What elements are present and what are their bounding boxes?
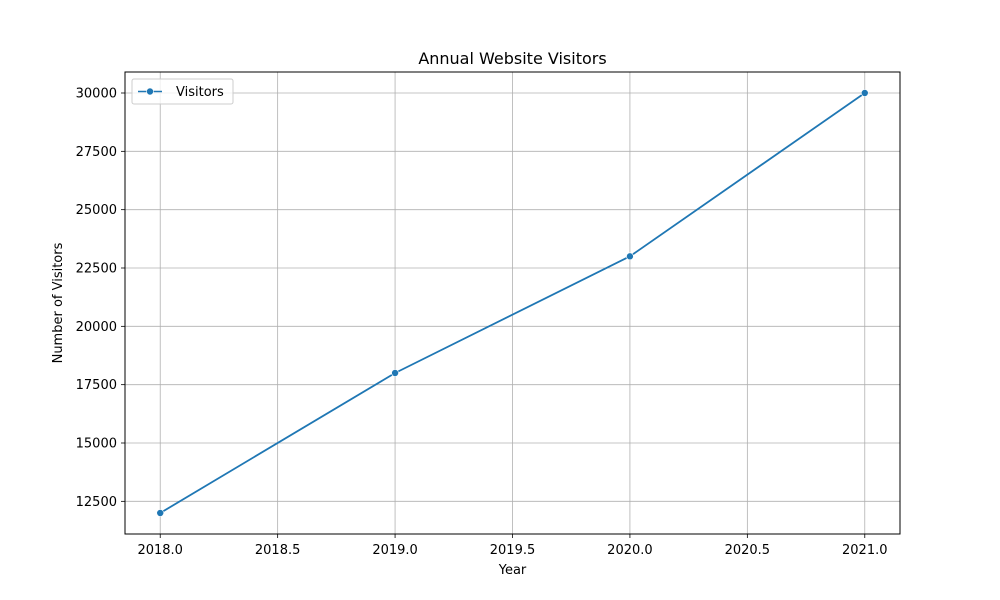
y-tick-label: 12500	[76, 495, 117, 510]
y-tick-label: 27500	[76, 145, 117, 160]
x-tick-label: 2018.0	[137, 543, 183, 558]
x-tick-label: 2018.5	[255, 543, 301, 558]
series-line-visitors	[159, 92, 866, 514]
grid	[125, 72, 900, 534]
y-axis: 12500 15000 17500 20000 22500 25000 27500 30000	[76, 87, 125, 510]
y-tick-label: 15000	[76, 437, 117, 452]
data-point	[860, 89, 869, 97]
data-point	[156, 509, 165, 517]
x-tick-label: 2020.0	[607, 543, 653, 558]
legend: Visitors	[131, 78, 234, 105]
y-tick-label: 22500	[76, 262, 117, 277]
y-tick-label: 25000	[76, 203, 117, 218]
legend-marker-sample	[146, 87, 154, 96]
series-layer	[156, 89, 869, 517]
y-axis-title: Number of Visitors	[51, 242, 66, 363]
x-tick-label: 2020.5	[725, 543, 771, 558]
data-point	[391, 369, 399, 377]
y-tick-label: 30000	[76, 87, 117, 102]
x-tick-label: 2019.0	[372, 543, 418, 558]
legend-label-visitors: Visitors	[176, 85, 224, 100]
x-axis: 2018.0 2018.5 2019.0 2019.5 2020.0 2020.5 2021…	[137, 534, 888, 558]
legend-box	[131, 78, 234, 105]
y-tick-label: 17500	[76, 378, 117, 393]
y-tick-label: 20000	[76, 320, 117, 335]
x-axis-title: Year	[498, 563, 527, 578]
data-point	[626, 252, 634, 261]
x-tick-label: 2019.5	[490, 543, 536, 558]
chart-title: Annual Website Visitors	[418, 49, 606, 68]
x-tick-label: 2021.0	[842, 543, 888, 558]
